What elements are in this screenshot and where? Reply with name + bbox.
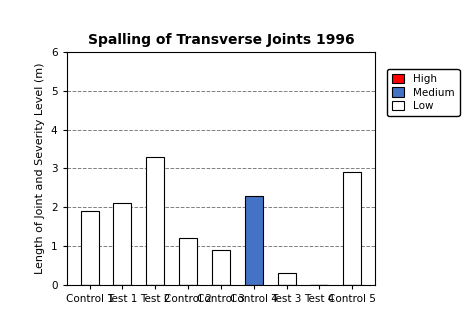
Title: Spalling of Transverse Joints 1996: Spalling of Transverse Joints 1996	[87, 32, 354, 47]
Bar	[343, 172, 361, 285]
Bar	[146, 157, 164, 285]
Bar	[81, 211, 99, 285]
Bar	[245, 196, 263, 285]
Bar	[212, 250, 230, 285]
Bar	[179, 238, 197, 285]
Bar	[114, 203, 132, 285]
Y-axis label: Length of Joint and Severity Level (m): Length of Joint and Severity Level (m)	[35, 63, 45, 274]
Bar	[277, 273, 295, 285]
Legend: High, Medium, Low: High, Medium, Low	[387, 69, 459, 116]
